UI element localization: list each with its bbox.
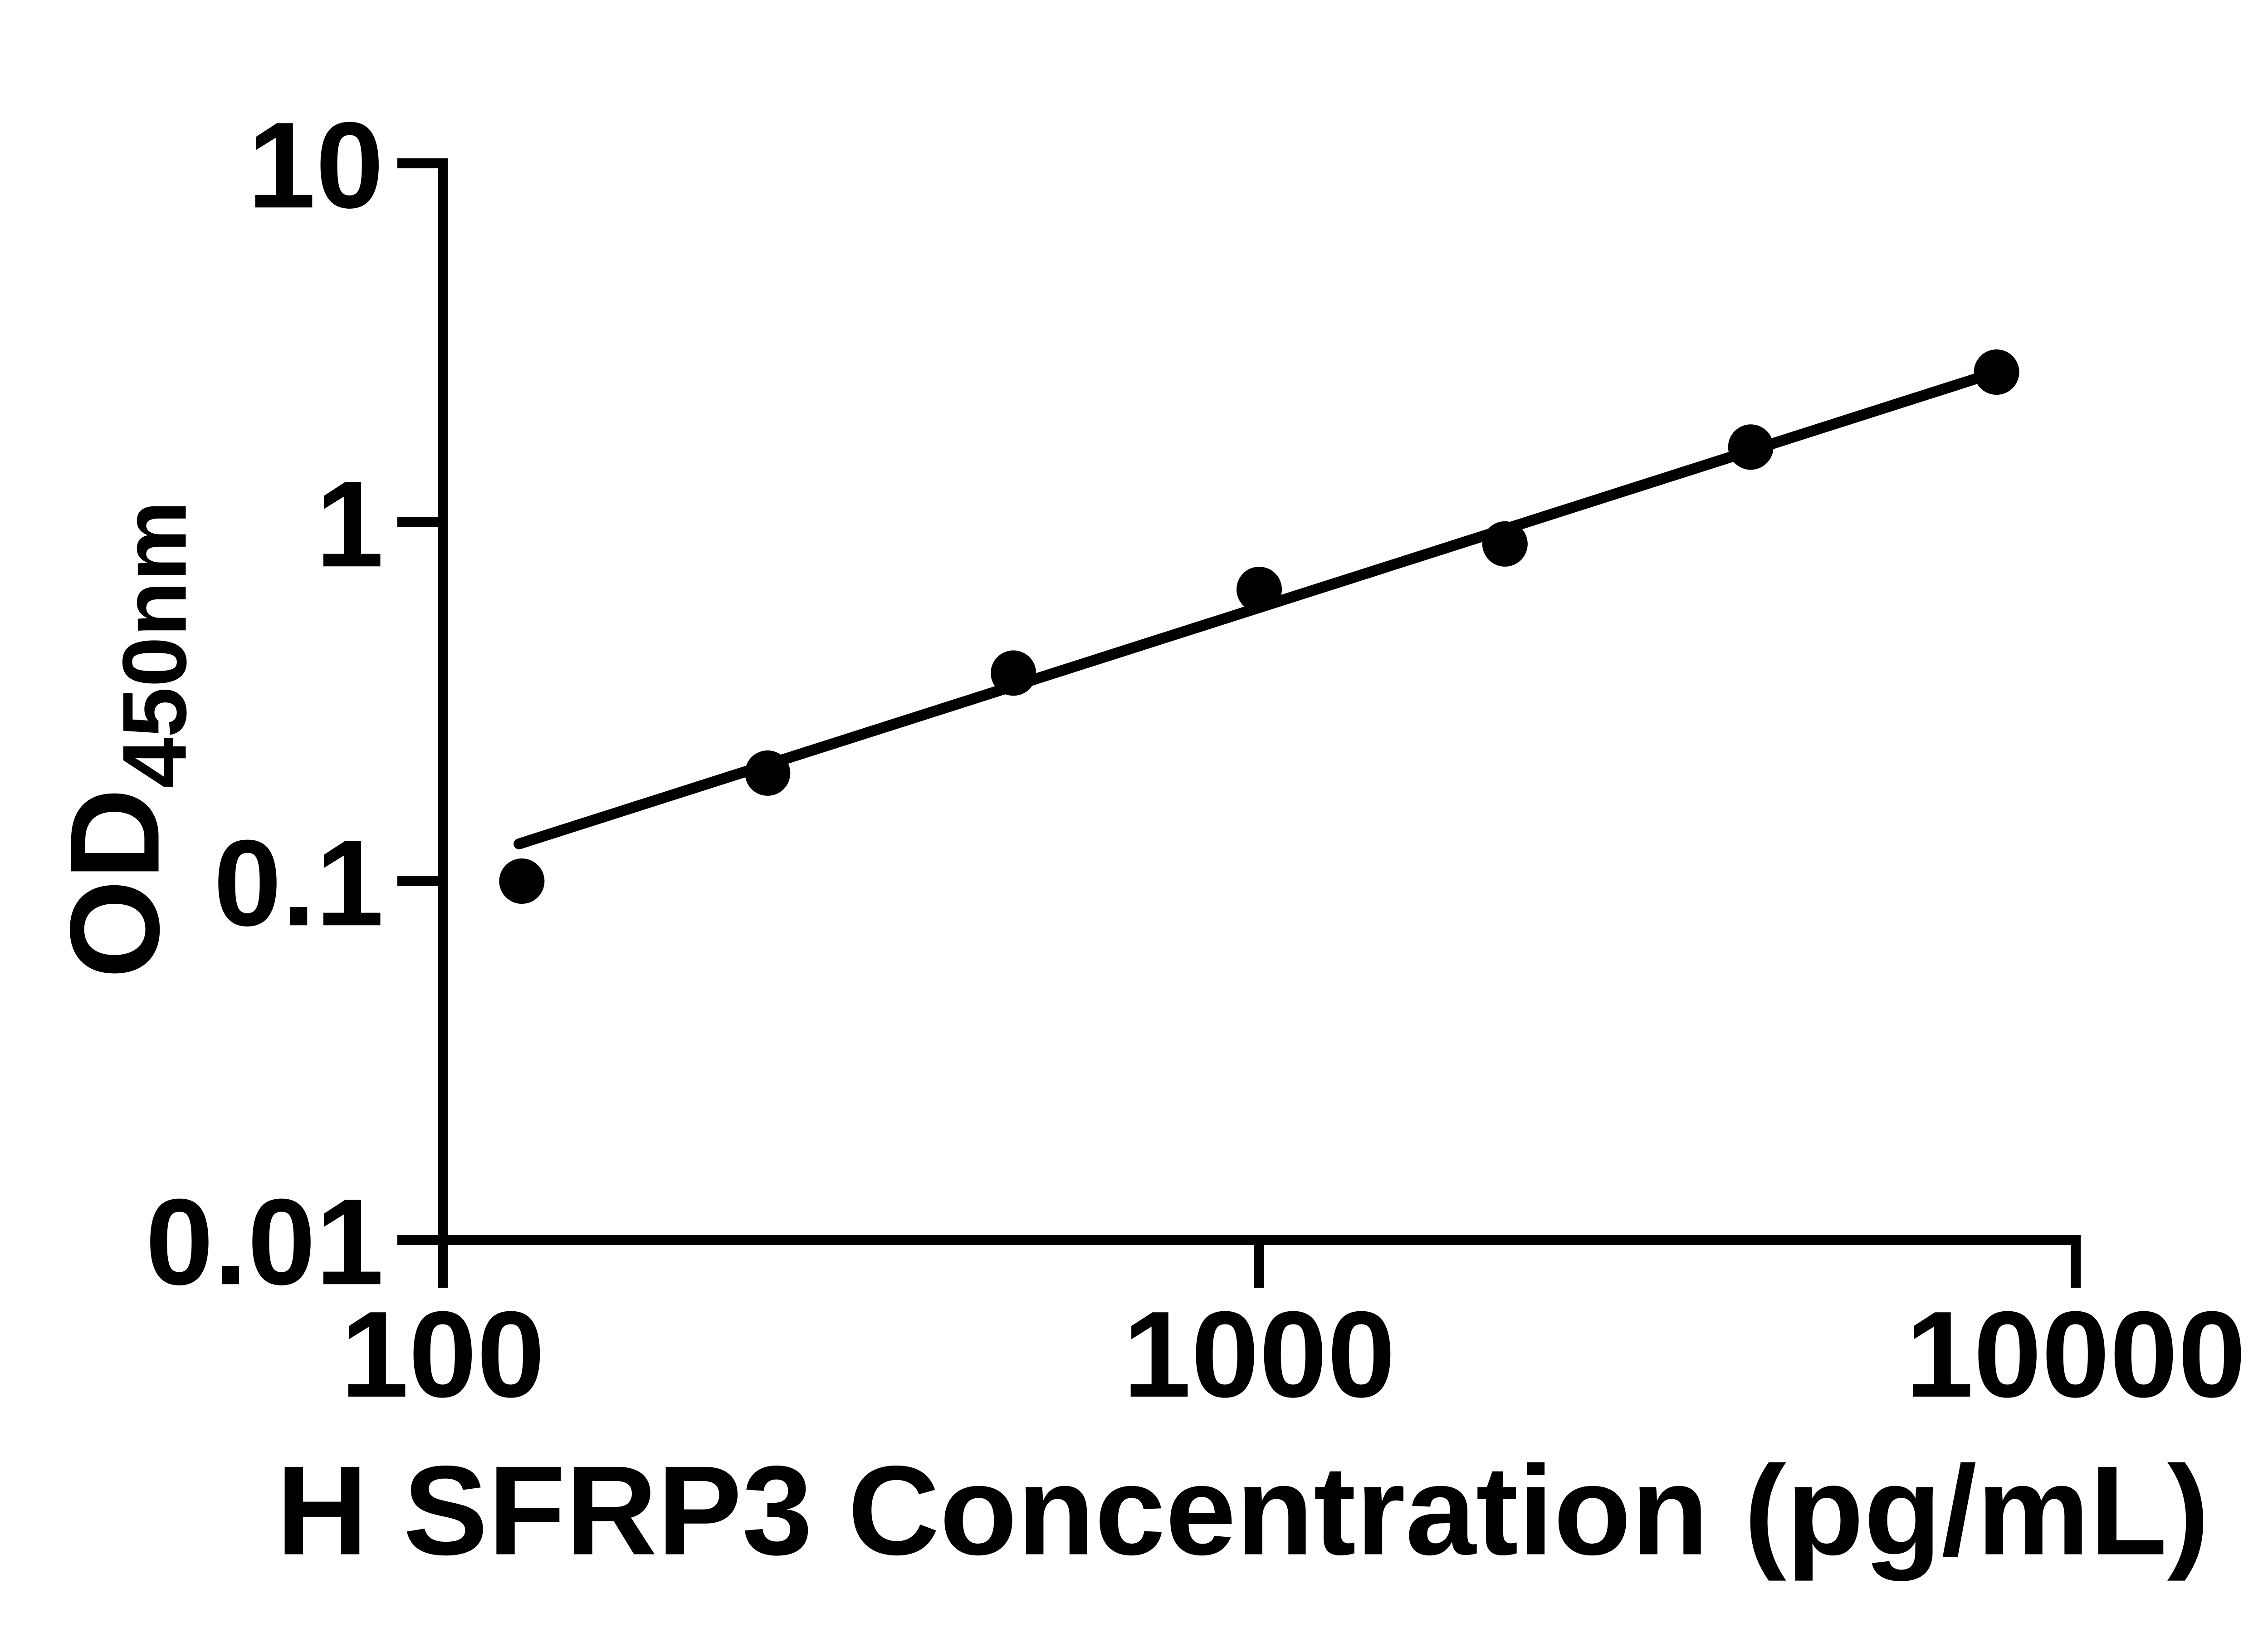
data-point [1728, 424, 1774, 470]
data-point [499, 858, 545, 904]
x-tick-label: 1000 [1123, 1286, 1396, 1423]
data-point [991, 650, 1036, 696]
y-axis-title: OD450nm [43, 500, 207, 979]
x-axis-title: H SFRP3 Concentration (pg/mL) [276, 1440, 2210, 1582]
y-axis-title-subscript: 450nm [104, 500, 205, 788]
x-tick-label: 100 [341, 1286, 545, 1423]
y-tick-label: 0.1 [214, 815, 384, 951]
y-tick-label: 1 [316, 456, 384, 593]
x-tick-label: 10000 [1906, 1286, 2246, 1423]
y-tick-label: 0.01 [146, 1174, 384, 1310]
data-point [1237, 566, 1282, 612]
y-tick-label: 10 [248, 97, 384, 234]
data-point [1482, 521, 1528, 567]
data-point [1974, 349, 2019, 395]
data-point [745, 750, 791, 796]
y-axis-title-main: OD [44, 788, 186, 979]
